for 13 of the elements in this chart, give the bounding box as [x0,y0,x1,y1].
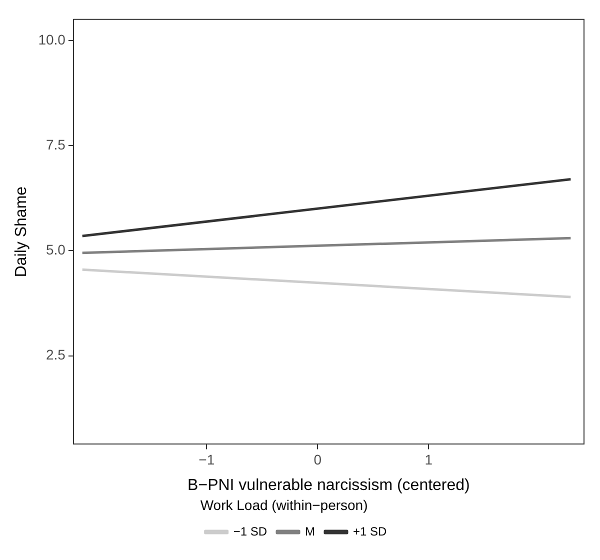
y-tick-label: 10.0 [38,31,66,48]
y-tick-label: 5.0 [46,242,66,258]
y-axis-title: Daily Shame [13,186,30,278]
legend-label: −1 SD [233,524,268,538]
x-tick-label: 1 [424,451,433,468]
x-tick-label: 0 [314,451,322,468]
legend-label: M [305,524,315,538]
legend-label: +1 SD [353,524,388,538]
y-tick-label: 7.5 [46,136,66,152]
x-tick-label: −1 [198,451,215,468]
legend-title: Work Load (within−person) [200,497,368,514]
y-tick-label: 2.5 [46,346,66,363]
x-axis-title: B−PNI vulnerable narcissism (centered) [188,477,470,494]
